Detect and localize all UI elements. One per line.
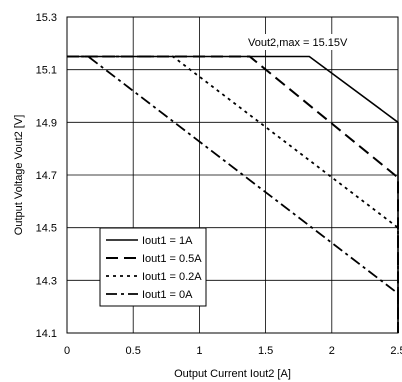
x-tick-label: 2.5 [390,345,402,357]
legend: Iout1 = 1A Iout1 = 0.5A Iout1 = 0.2A Iout1 … [99,227,207,307]
series-line-3 [67,55,399,333]
plot-frame [66,16,399,334]
y-tick-label: 14.9 [36,117,57,129]
annotation-background [244,34,368,50]
max-voltage-annotation: Vout2,max = 15.15V [248,37,348,49]
x-tick-labels: 0 0.5 1 1.5 2 2.5 [64,345,402,357]
x-tick-label: 0.5 [126,345,141,357]
legend-label-1: Iout1 = 0.5A [142,253,202,265]
x-tick-label: 1 [196,345,202,357]
legend-label-3: Iout1 = 0A [142,289,193,301]
y-tick-label: 14.1 [36,328,57,340]
y-tick-label: 15.3 [36,12,57,24]
x-axis-label: Output Current Iout2 [A] [174,368,291,380]
legend-box [99,227,207,307]
legend-label-0: Iout1 = 1A [142,235,193,247]
y-tick-label: 14.5 [36,223,57,235]
y-axis-label: Output Voltage Vout2 [V] [13,115,25,235]
y-tick-label: 15.1 [36,65,57,77]
x-tick-label: 1.5 [258,345,273,357]
max-voltage-annotation-group: Vout2,max = 15.15V [244,34,368,50]
x-tick-label: 0 [64,345,70,357]
y-tick-label: 14.3 [36,275,57,287]
x-tick-label: 2 [329,345,335,357]
legend-label-2: Iout1 = 0.2A [142,271,202,283]
y-tick-label: 14.7 [36,170,57,182]
y-tick-labels: 14.1 14.3 14.5 14.7 14.9 15.1 15.3 [36,12,57,340]
